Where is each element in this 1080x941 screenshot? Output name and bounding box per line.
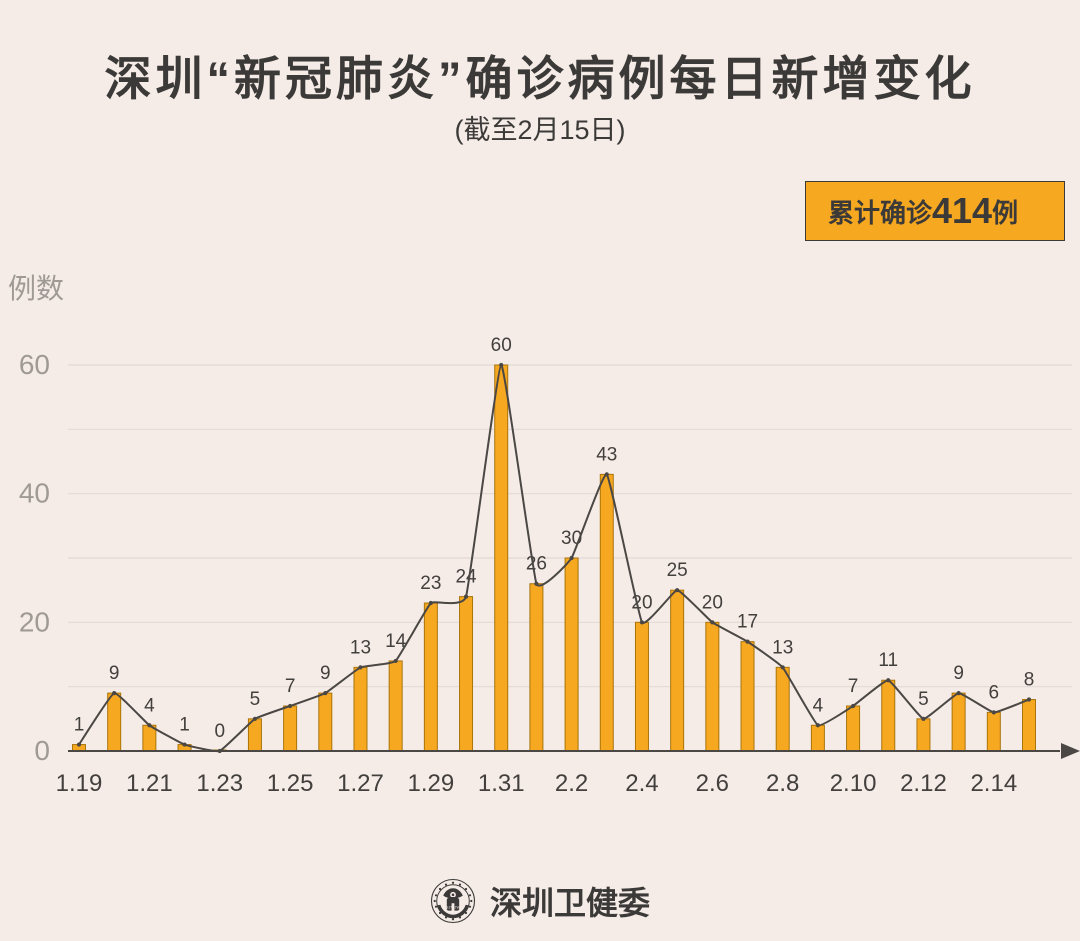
svg-text:2.8: 2.8 (766, 770, 799, 797)
svg-text:1: 1 (74, 715, 85, 736)
svg-text:1.19: 1.19 (56, 770, 103, 797)
svg-text:6: 6 (989, 682, 1000, 703)
svg-text:2.2: 2.2 (555, 770, 588, 797)
svg-text:2.12: 2.12 (900, 770, 947, 797)
svg-text:25: 25 (667, 560, 688, 581)
svg-text:SZWJW: SZWJW (446, 905, 461, 909)
svg-text:0: 0 (214, 721, 225, 742)
svg-text:1.29: 1.29 (407, 770, 454, 797)
svg-text:43: 43 (596, 444, 617, 465)
svg-text:1.21: 1.21 (126, 770, 173, 797)
svg-text:2.4: 2.4 (625, 770, 658, 797)
svg-text:2.10: 2.10 (830, 770, 877, 797)
svg-text:2.6: 2.6 (696, 770, 729, 797)
svg-text:9: 9 (320, 663, 331, 684)
svg-text:17: 17 (737, 612, 758, 633)
svg-text:13: 13 (350, 637, 371, 658)
svg-text:26: 26 (526, 554, 547, 575)
svg-text:20: 20 (19, 606, 50, 637)
svg-text:9: 9 (109, 663, 120, 684)
svg-text:4: 4 (144, 695, 155, 716)
svg-text:2.14: 2.14 (970, 770, 1017, 797)
svg-text:5: 5 (918, 689, 929, 710)
svg-text:11: 11 (878, 650, 898, 671)
svg-text:5: 5 (250, 689, 261, 710)
svg-text:20: 20 (702, 592, 723, 613)
svg-text:7: 7 (848, 676, 859, 697)
svg-text:8: 8 (1024, 670, 1035, 691)
svg-text:9: 9 (953, 663, 964, 684)
svg-text:23: 23 (420, 573, 441, 594)
svg-text:1.25: 1.25 (267, 770, 314, 797)
svg-text:1.31: 1.31 (478, 770, 525, 797)
svg-text:13: 13 (772, 637, 793, 658)
svg-text:40: 40 (19, 478, 50, 509)
svg-text:0: 0 (34, 735, 50, 766)
svg-text:1: 1 (179, 715, 190, 736)
svg-text:60: 60 (19, 349, 50, 380)
svg-text:7: 7 (285, 676, 296, 697)
svg-text:4: 4 (813, 695, 824, 716)
svg-text:24: 24 (455, 567, 477, 588)
svg-text:60: 60 (491, 335, 512, 356)
svg-text:1.23: 1.23 (196, 770, 243, 797)
svg-text:1.27: 1.27 (337, 770, 384, 797)
